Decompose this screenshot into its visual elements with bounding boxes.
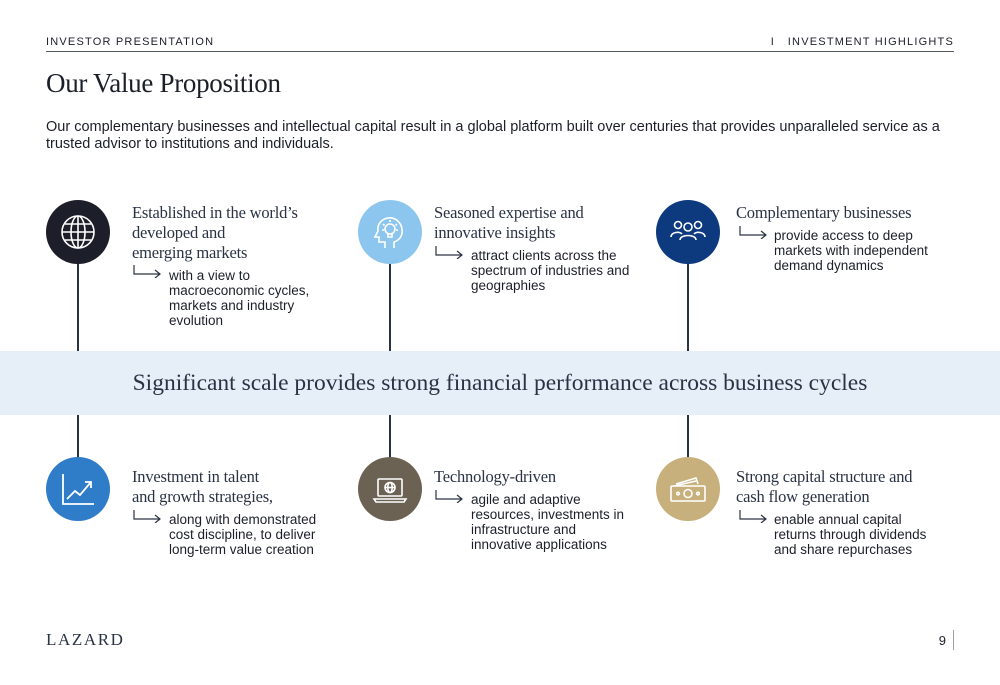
item-title-technology: Technology-driven [434, 467, 556, 486]
laptop-globe-icon [358, 457, 422, 521]
lightbulb-head-icon [358, 200, 422, 264]
item-title-markets: Established in the world’s developed and… [132, 203, 298, 262]
connector-line [77, 262, 79, 351]
connector-line [389, 415, 391, 458]
page-title: Our Value Proposition [46, 68, 281, 98]
item-title-talent: Investment in talent and growth strategi… [132, 467, 273, 506]
company-logo: LAZARD [46, 630, 125, 649]
connector-line [389, 262, 391, 351]
arrow-icon [739, 510, 767, 523]
header-divider [46, 51, 954, 52]
connector-line [687, 262, 689, 351]
item-title-businesses: Complementary businesses [736, 203, 912, 222]
arrow-icon [435, 490, 463, 503]
growth-chart-icon [46, 457, 110, 521]
arrow-icon [739, 226, 767, 239]
arrow-icon [435, 246, 463, 259]
item-desc-markets: with a view to macroeconomic cycles, mar… [169, 268, 310, 328]
highlight-band-text: Significant scale provides strong financ… [132, 369, 868, 396]
item-desc-businesses: provide access to deep markets with inde… [774, 228, 928, 273]
intro-paragraph: Our complementary businesses and intelle… [46, 119, 940, 152]
highlight-band: Significant scale provides strong financ… [0, 351, 1000, 415]
item-title-capital: Strong capital structure and cash flow g… [736, 467, 913, 506]
item-title-expertise: Seasoned expertise and innovative insigh… [434, 203, 584, 242]
item-desc-capital: enable annual capital returns through di… [774, 512, 927, 557]
arrow-icon [133, 265, 161, 278]
page-number: 9 [938, 633, 946, 648]
connector-line [687, 415, 689, 458]
people-group-icon [656, 200, 720, 264]
globe-icon [46, 200, 110, 264]
page-number-divider [953, 630, 954, 650]
item-desc-talent: along with demonstrated cost discipline,… [169, 512, 317, 557]
connector-line [77, 415, 79, 458]
header-section-label: INVESTOR PRESENTATION [46, 36, 215, 48]
cash-icon [656, 457, 720, 521]
arrow-icon [133, 510, 161, 523]
item-desc-expertise: attract clients across the spectrum of i… [471, 248, 630, 293]
header-section-title: I INVESTMENT HIGHLIGHTS [770, 36, 954, 48]
item-desc-technology: agile and adaptive resources, investment… [471, 492, 625, 552]
